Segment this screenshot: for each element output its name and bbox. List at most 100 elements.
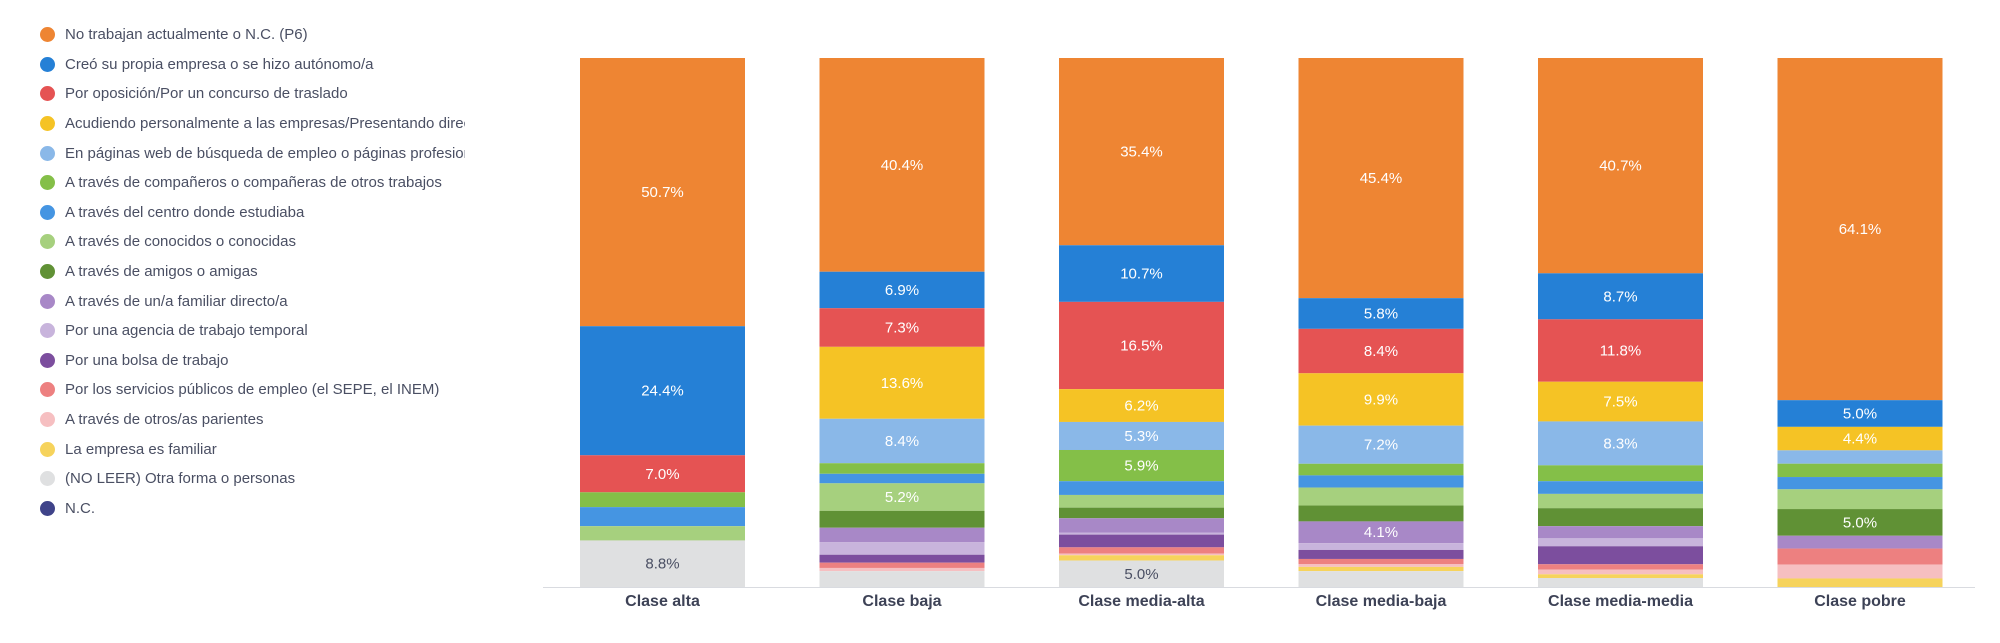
bar-segment[interactable] [1538,526,1703,539]
bar-segment[interactable] [1538,421,1703,466]
bar-segment[interactable] [1538,381,1703,422]
bar-segment[interactable] [819,346,985,419]
bar-segment[interactable] [1059,245,1224,302]
bar-segment[interactable] [1059,532,1224,535]
bar-segment[interactable] [1777,535,1943,549]
bar-segment[interactable] [819,308,985,347]
bar-segment[interactable] [580,526,745,541]
legend-item[interactable]: La empresa es familiar [40,434,470,464]
bar-segment[interactable] [1298,558,1464,565]
bar-segment[interactable] [580,507,745,527]
legend-item[interactable]: Por oposición/Por un concurso de traslad… [40,79,470,109]
legend-item[interactable]: A través de conocidos o conocidas [40,227,470,257]
legend-item[interactable]: Creó su propia empresa o se hizo autónom… [40,50,470,80]
bar-segment[interactable] [1538,481,1703,494]
legend-item[interactable]: Por una agencia de trabajo temporal [40,316,470,346]
bar-segment[interactable] [1059,560,1224,587]
bar-segment[interactable] [819,510,985,528]
bar-segment[interactable] [1538,58,1703,274]
bar-segment[interactable] [1777,548,1943,565]
bar-segment[interactable] [819,554,985,563]
bar-segment[interactable] [819,418,985,464]
legend-item[interactable]: A través de un/a familiar directo/a [40,286,470,316]
bar-segment[interactable] [1059,555,1224,561]
legend-item[interactable]: En páginas web de búsqueda de empleo o p… [40,138,470,168]
bar-segment[interactable] [819,483,985,511]
bar-segment[interactable] [819,567,985,572]
bar-segment[interactable] [1298,566,1464,572]
legend-item[interactable]: A través de amigos o amigas [40,257,470,287]
bar-segment[interactable] [1298,58,1464,299]
bar-segment[interactable] [1538,538,1703,547]
bar-segment[interactable] [819,463,985,474]
bar-segment[interactable] [1059,389,1224,422]
bar-segment[interactable] [1777,400,1943,427]
legend-item[interactable]: No trabajan actualmente o N.C. (P6) [40,20,470,50]
legend-item[interactable]: Por una bolsa de trabajo [40,346,470,376]
bar-segment[interactable] [580,455,745,493]
bar-segment[interactable] [1298,475,1464,488]
bar-segment[interactable] [1777,509,1943,536]
bar-segment[interactable] [1298,463,1464,476]
bar-segment[interactable] [819,473,985,484]
bar-segment[interactable] [1059,449,1224,482]
bar-segment[interactable] [1298,298,1464,329]
bar-segment[interactable] [1059,534,1224,548]
bar-segment[interactable] [1298,521,1464,544]
bar-segment[interactable] [1538,574,1703,579]
bar-segment[interactable] [1777,564,1943,579]
bar-segment[interactable] [1777,450,1943,464]
bar-segment[interactable] [1059,507,1224,519]
bar-segment[interactable] [1298,373,1464,426]
bar-segment[interactable] [1538,578,1703,587]
bar-segment[interactable] [1059,421,1224,450]
bar-segment[interactable] [819,542,985,555]
bar-segment[interactable] [819,527,985,543]
legend-item[interactable]: N.C. [40,494,470,524]
bar-segment[interactable] [1298,328,1464,374]
bar-segment[interactable] [1538,546,1703,565]
bar-segment[interactable] [1298,505,1464,522]
bar-segment[interactable] [1777,58,1943,401]
bar-segment[interactable] [819,271,985,309]
bar-segment[interactable] [1538,569,1703,575]
bar-segment[interactable] [1538,564,1703,570]
bar-segment[interactable] [1059,58,1224,246]
bar-segment[interactable] [1538,508,1703,527]
bar-segment[interactable] [1298,564,1464,567]
bar-segment[interactable] [1298,425,1464,464]
chart-legend: No trabajan actualmente o N.C. (P6) Creó … [40,20,470,523]
bar-segment[interactable] [1059,553,1224,556]
bar-segment[interactable] [1059,494,1224,508]
legend-item[interactable]: Acudiendo personalmente a las empresas/P… [40,109,470,139]
bar-segment[interactable] [1298,487,1464,506]
bar-segment[interactable] [1059,547,1224,554]
legend-item[interactable]: A través de compañeros o compañeras de o… [40,168,470,198]
bar-segment[interactable] [580,326,745,456]
legend-item[interactable]: Por los servicios públicos de empleo (el… [40,375,470,405]
bar-segment[interactable] [1777,477,1943,490]
bar-segment[interactable] [1777,463,1943,478]
bar-segment[interactable] [1059,518,1224,533]
bar-segment[interactable] [580,58,745,327]
legend-item[interactable]: A través del centro donde estudiaba [40,198,470,228]
bar-segment[interactable] [1298,543,1464,550]
bar-segment[interactable] [1777,489,1943,510]
legend-item[interactable]: (NO LEER) Otra forma o personas [40,464,470,494]
bar-segment[interactable] [1538,273,1703,320]
bar-segment[interactable] [1059,301,1224,390]
bar-segment[interactable] [1298,571,1464,587]
bar-segment[interactable] [580,492,745,508]
bar-segment[interactable] [1538,493,1703,509]
bar-segment[interactable] [819,58,985,272]
bar-segment[interactable] [1777,578,1943,587]
bar-segment[interactable] [819,562,985,568]
legend-item[interactable]: A través de otros/as parientes [40,405,470,435]
bar-segment[interactable] [580,540,745,587]
bar-segment[interactable] [819,571,985,587]
bar-segment[interactable] [1059,481,1224,495]
bar-segment[interactable] [1777,426,1943,451]
bar-segment[interactable] [1298,549,1464,559]
bar-segment[interactable] [1538,465,1703,482]
bar-segment[interactable] [1538,319,1703,382]
